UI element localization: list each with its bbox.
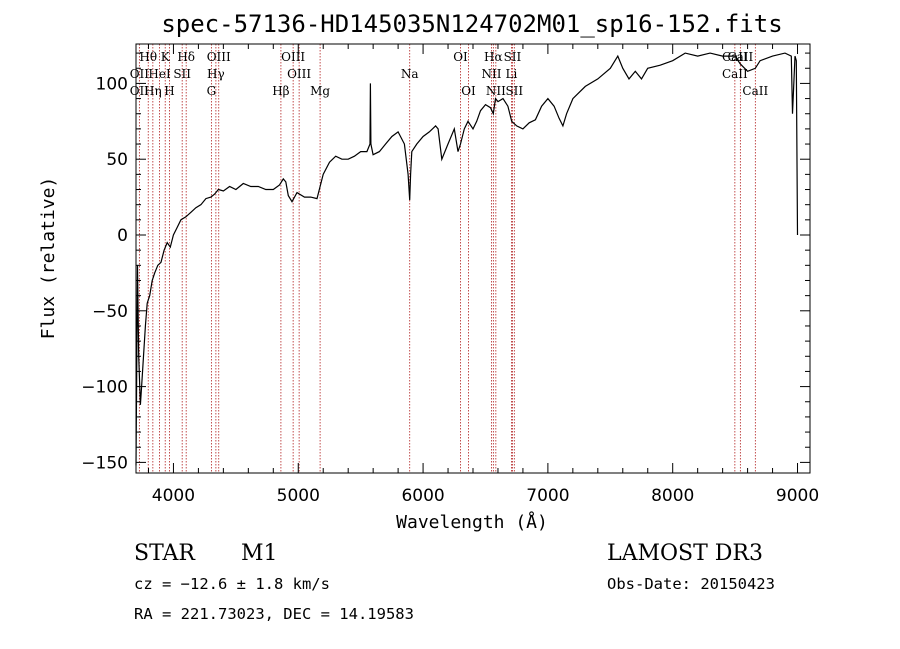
x-tick-label: 6000 [401,486,444,506]
survey-name: LAMOST DR3 [607,541,763,566]
y-tick-label: 100 [96,74,128,94]
x-tick-label: 7000 [526,486,569,506]
line-label: H [164,84,174,98]
line-label: SII [504,50,522,64]
observation-date: Obs-Date: 20150423 [607,575,775,593]
line-label: OIII [287,67,311,81]
line-label: OIII [207,50,231,64]
line-label: K [161,50,171,64]
x-axis-ticks: 4000 5000 6000 7000 8000 9000 [147,44,819,506]
x-axis-label: Wavelength (Å) [396,511,548,533]
line-label: SII [505,84,523,98]
line-label: NII [481,67,501,81]
line-label: OI [453,50,468,64]
chart-title: spec-57136-HD145035N124702M01_sp16-152.f… [161,10,782,38]
line-label: CaII [722,67,748,81]
redshift-cz: cz = −12.6 ± 1.8 km/s [134,575,330,593]
line-label: Mg [310,84,330,98]
y-tick-label: −50 [92,302,128,322]
ra-dec-coordinates: RA = 221.73023, DEC = 14.19583 [134,605,414,623]
line-label: Hη [144,84,162,98]
y-tick-label: −150 [81,453,128,473]
line-label: Hθ [139,50,157,64]
line-label: Hδ [177,50,195,64]
object-class: STAR [134,541,196,566]
line-label: OII [130,67,150,81]
spectral-line-markers [138,44,756,473]
y-axis-ticks: −150 −100 −50 0 50 100 [81,52,810,473]
line-label: Li [506,67,518,81]
object-subclass: M1 [241,541,278,566]
spectrum-series-line [135,52,799,466]
line-label: Hβ [272,84,289,98]
line-label: HeI [148,67,171,81]
line-label: OI [461,84,476,98]
x-tick-label: 9000 [776,486,819,506]
line-label: OIII [281,50,305,64]
line-label: CaII [742,84,768,98]
x-tick-label: 4000 [152,486,195,506]
y-tick-label: −100 [81,378,128,398]
x-tick-label: 5000 [277,486,320,506]
y-tick-label: 50 [106,150,128,170]
line-label: Hα [484,50,503,64]
line-label: OII [130,84,150,98]
y-tick-label: 0 [117,226,128,246]
line-label: NII [486,84,506,98]
line-label: SII [173,67,191,81]
line-label: Hγ [207,67,225,81]
line-label: Na [401,67,419,81]
x-tick-label: 8000 [651,486,694,506]
plot-frame [135,43,811,474]
y-axis-label: Flux (relative) [38,177,59,340]
line-label: CaII [727,50,753,64]
line-label: G [207,84,217,98]
